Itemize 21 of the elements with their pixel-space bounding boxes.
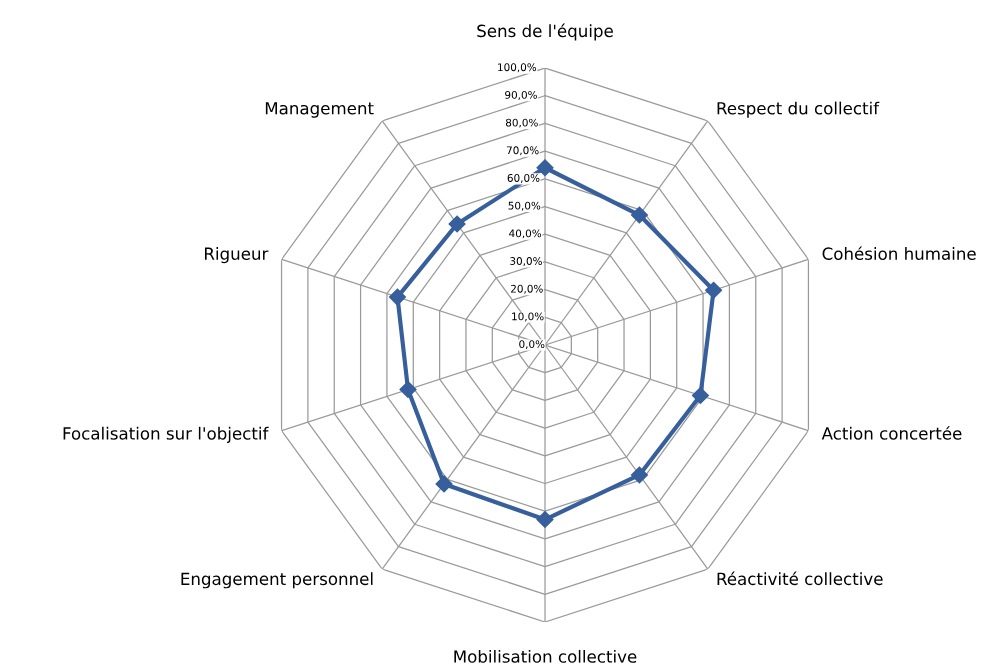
y-tick-label: 60,0% <box>507 174 540 183</box>
y-tick-label: 90,0% <box>505 90 537 100</box>
y-tick-label: 20,0% <box>511 284 543 294</box>
spoke-label: Action concertée <box>821 426 962 440</box>
y-tick-label: 80,0% <box>505 118 538 128</box>
spoke-label: Sens de l'équipe <box>477 23 613 41</box>
y-tick-label: 0,0% <box>519 340 545 350</box>
spoke-label: Mobilisation collective <box>454 649 637 663</box>
y-tick-label: 50,0% <box>508 201 541 211</box>
spoke-label: Focalisation sur l'objectif <box>63 426 269 443</box>
y-tick-label: 30,0% <box>510 257 542 267</box>
spoke-label: Management <box>265 102 374 118</box>
y-tick-label: 100,0% <box>498 63 537 73</box>
spoke-label: Réactivité collective <box>717 571 883 586</box>
y-tick-label: 70,0% <box>506 146 539 156</box>
spoke-label: Cohésion humaine <box>822 246 976 260</box>
spoke-label: Engagement personnel <box>181 572 373 589</box>
y-tick-label: 10,0% <box>512 312 544 322</box>
spoke-label: Rigueur <box>205 247 269 264</box>
spoke-label: Respect du collectif <box>717 101 880 118</box>
y-tick-label: 40,0% <box>509 229 542 239</box>
